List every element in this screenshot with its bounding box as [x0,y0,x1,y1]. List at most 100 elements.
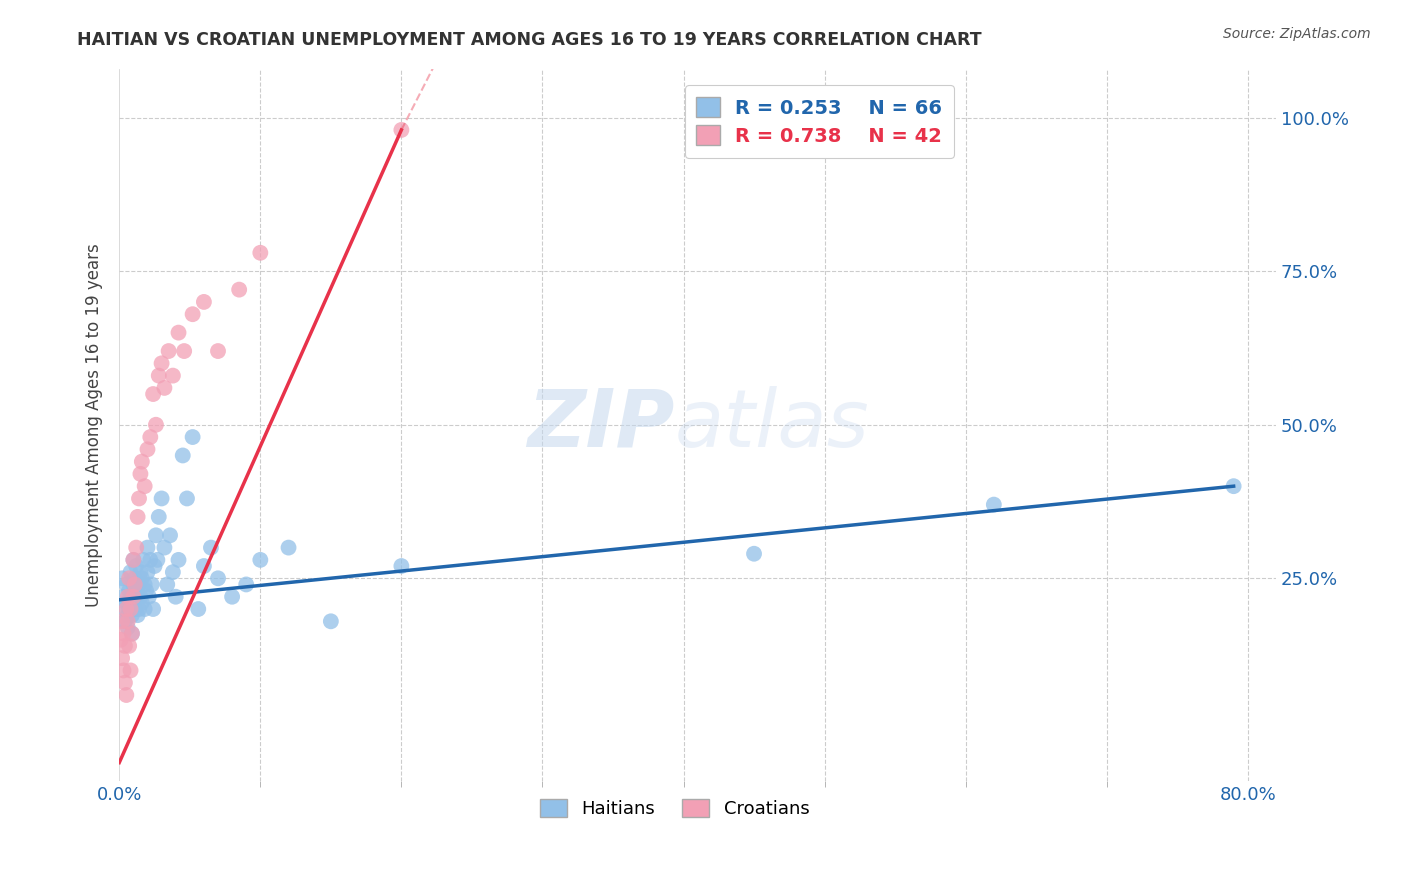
Point [134,577,156,591]
Point [249,245,271,260]
Point [167,553,190,567]
Point [136,565,159,579]
Point [125,583,148,598]
Point [122,596,145,610]
Point [176,491,198,506]
Point [120,590,142,604]
Point [389,123,412,137]
Point [181,307,204,321]
Point [173,344,195,359]
Point [120,664,142,678]
Point [118,602,141,616]
Point [125,541,148,555]
Point [111,571,134,585]
Point [228,283,250,297]
Point [122,553,145,567]
Point [111,615,134,629]
Point [122,553,145,567]
Point [153,381,176,395]
Point [127,608,149,623]
Point [129,467,152,481]
Point [118,571,141,585]
Point [136,442,159,457]
Point [200,541,222,555]
Point [389,559,412,574]
Point [122,590,145,604]
Point [124,571,146,585]
Point [193,559,215,574]
Point [131,596,153,610]
Point [115,577,138,591]
Point [159,528,181,542]
Point [112,590,135,604]
Point [145,528,167,542]
Point [207,344,229,359]
Point [148,509,170,524]
Point [118,583,141,598]
Point [142,387,165,401]
Point [131,571,153,585]
Point [122,577,145,591]
Point [120,602,142,616]
Point [134,602,156,616]
Point [319,615,342,629]
Point [120,565,142,579]
Point [181,430,204,444]
Text: ZIP: ZIP [527,385,675,464]
Point [277,541,299,555]
Point [742,547,765,561]
Point [165,590,187,604]
Point [150,356,173,370]
Point [156,577,179,591]
Point [111,651,134,665]
Point [146,553,169,567]
Point [157,344,180,359]
Legend: Haitians, Croatians: Haitians, Croatians [533,791,817,825]
Point [207,571,229,585]
Point [115,596,138,610]
Point [115,688,138,702]
Point [1222,479,1244,493]
Point [128,577,150,591]
Point [153,541,176,555]
Point [162,368,184,383]
Point [193,294,215,309]
Point [121,608,143,623]
Point [127,509,149,524]
Point [117,590,139,604]
Point [128,491,150,506]
Point [114,602,136,616]
Point [112,626,135,640]
Point [127,590,149,604]
Text: Source: ZipAtlas.com: Source: ZipAtlas.com [1223,27,1371,41]
Text: atlas: atlas [675,385,869,464]
Point [135,583,157,598]
Point [162,565,184,579]
Point [139,430,162,444]
Point [145,417,167,432]
Point [172,449,194,463]
Point [221,590,243,604]
Point [118,639,141,653]
Point [150,491,173,506]
Y-axis label: Unemployment Among Ages 16 to 19 years: Unemployment Among Ages 16 to 19 years [86,243,103,607]
Point [124,577,146,591]
Point [125,559,148,574]
Point [148,368,170,383]
Point [117,620,139,634]
Point [138,590,160,604]
Point [235,577,257,591]
Point [115,602,138,616]
Point [167,326,190,340]
Point [114,615,136,629]
Point [117,615,139,629]
Point [121,626,143,640]
Point [121,626,143,640]
Point [142,602,165,616]
Point [134,479,156,493]
Point [128,602,150,616]
Point [187,602,209,616]
Point [249,553,271,567]
Point [139,553,162,567]
Point [114,639,136,653]
